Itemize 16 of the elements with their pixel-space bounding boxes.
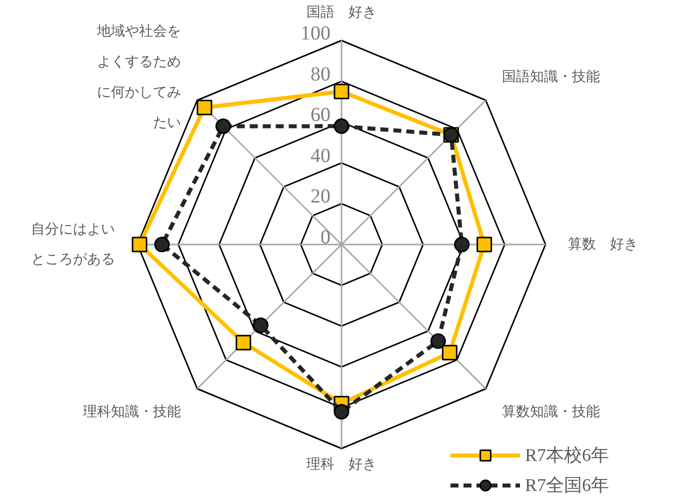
spoke-label: 理科知識・技能: [83, 404, 182, 420]
spoke-label: 算数知識・技能: [502, 404, 600, 420]
y-tick-label: 60: [310, 104, 330, 126]
spoke-label: 国語知識・技能: [502, 69, 600, 86]
spoke-label: 自分にはよいところがある: [30, 221, 115, 268]
spoke-label: 地域や社会をよくするために何かしてみたい: [96, 24, 182, 131]
y-tick-label: 20: [310, 186, 330, 208]
y-tick-label: 40: [310, 144, 330, 167]
spoke-label: 国語 好き: [306, 4, 376, 20]
y-tick-label: 80: [310, 63, 330, 86]
legend-label: R7全国6年: [525, 474, 610, 497]
spoke-label: 理科 好き: [306, 456, 376, 472]
legend-label: R7本校6年: [525, 444, 610, 467]
spoke-label: 算数 好き: [568, 236, 638, 252]
y-tick-label: 0: [320, 226, 330, 248]
y-tick-label: 100: [300, 22, 330, 44]
